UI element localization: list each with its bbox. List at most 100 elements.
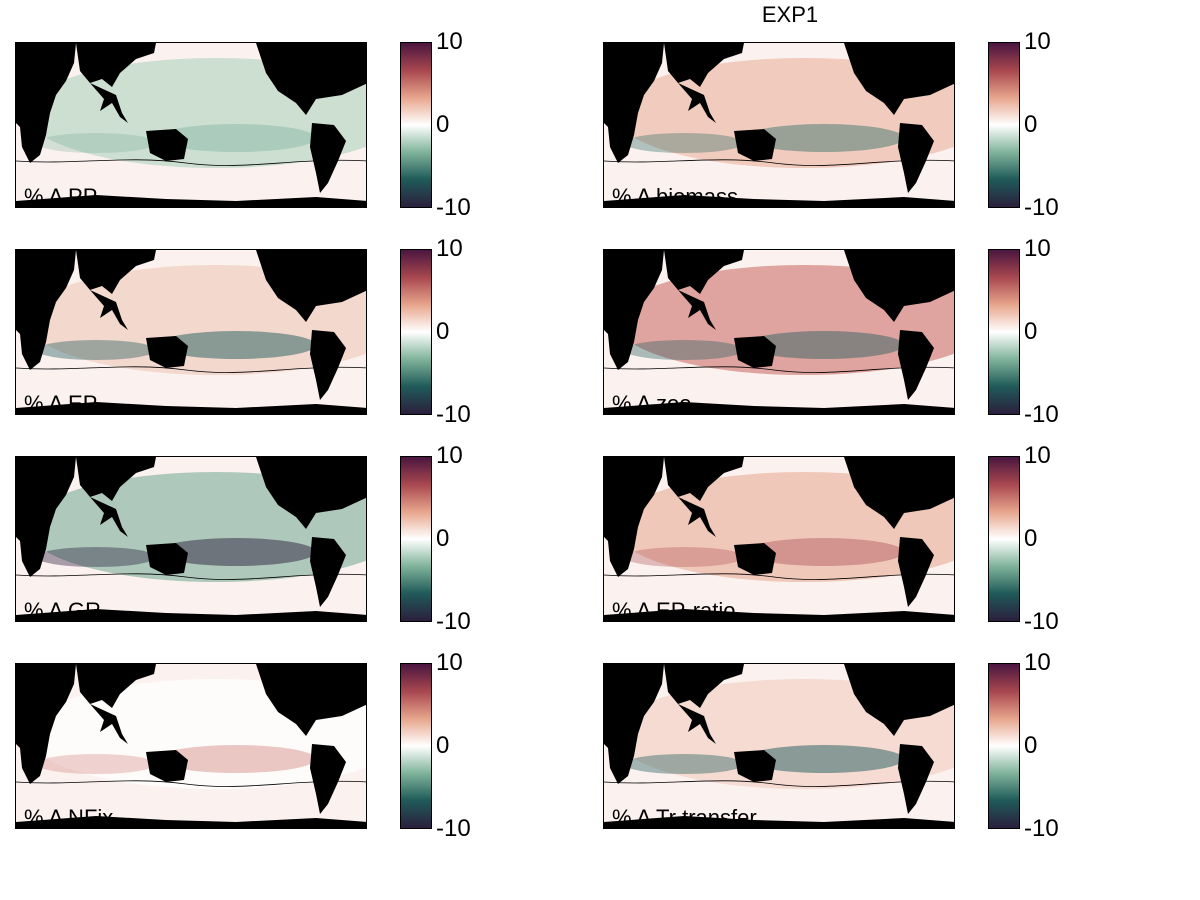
land-mask xyxy=(90,704,128,744)
heatmap-field xyxy=(604,664,954,828)
figure-title: EXP1 xyxy=(761,2,819,27)
land-mask xyxy=(844,457,954,529)
colorbar-tick-label: 10 xyxy=(1024,442,1051,469)
land-mask xyxy=(664,664,744,708)
field-band xyxy=(36,340,156,360)
panel-label: % Δ NFix xyxy=(24,805,114,829)
land-mask xyxy=(604,402,954,414)
contour-line xyxy=(604,159,954,166)
colorbar-tick-label: 10 xyxy=(436,649,463,676)
colorbar xyxy=(400,42,432,208)
colorbar-tick-label: -10 xyxy=(436,608,471,635)
panel-label: % Δ PP xyxy=(24,184,98,208)
heatmap-field xyxy=(16,457,366,621)
colorbar-gradient xyxy=(401,664,431,828)
land-mask xyxy=(16,609,366,621)
land-mask xyxy=(16,664,76,784)
land-mask xyxy=(898,537,934,607)
land-mask xyxy=(90,290,128,330)
colorbar xyxy=(400,249,432,415)
land-mask xyxy=(664,43,744,87)
colorbar-tick-label: 0 xyxy=(436,525,450,552)
colorbar-gradient xyxy=(989,250,1019,414)
contour-line xyxy=(604,366,954,373)
land-mask xyxy=(604,250,664,370)
colorbar-tick-label: -10 xyxy=(436,401,471,428)
land-mask xyxy=(734,750,776,782)
colorbar-tick-label: 10 xyxy=(1024,235,1051,262)
colorbar xyxy=(988,249,1020,415)
land-mask xyxy=(310,123,346,193)
panel-label: % Δ EP-ratio xyxy=(612,598,736,622)
contour-line xyxy=(16,573,366,580)
contour-line xyxy=(604,573,954,580)
field-band xyxy=(624,340,744,360)
land-mask xyxy=(678,704,716,744)
colorbar-tick-label: 10 xyxy=(1024,28,1051,55)
colorbar-tick-label: 0 xyxy=(1024,732,1038,759)
field-band xyxy=(624,133,744,153)
land-mask xyxy=(734,129,776,161)
land-mask xyxy=(16,402,366,414)
land-mask xyxy=(16,457,76,577)
field-band xyxy=(744,538,904,566)
colorbar-gradient xyxy=(401,43,431,207)
colorbar-tick-label: 10 xyxy=(1024,649,1051,676)
heatmap-field xyxy=(604,457,954,621)
land-mask xyxy=(146,750,188,782)
colorbar xyxy=(988,663,1020,829)
field-band xyxy=(36,754,156,774)
field-band xyxy=(36,547,156,567)
land-mask xyxy=(664,250,744,294)
map-panel: % Δ zoo xyxy=(603,249,955,415)
panel-label: % Δ GR xyxy=(24,598,102,622)
map-panel: % Δ PP xyxy=(15,42,367,208)
map-panel: % Δ Tr transfer xyxy=(603,663,955,829)
land-mask xyxy=(90,497,128,537)
field-band xyxy=(624,547,744,567)
land-mask xyxy=(844,43,954,115)
land-mask xyxy=(310,744,346,814)
land-mask xyxy=(604,816,954,828)
colorbar-tick-label: 10 xyxy=(436,235,463,262)
land-mask xyxy=(678,497,716,537)
land-mask xyxy=(256,664,366,736)
panel-label: % Δ biomass xyxy=(612,184,738,208)
contour-line xyxy=(16,366,366,373)
land-mask xyxy=(678,290,716,330)
land-mask xyxy=(76,250,156,294)
field-band xyxy=(744,331,904,359)
land-mask xyxy=(146,129,188,161)
colorbar-tick-label: -10 xyxy=(436,194,471,221)
land-mask xyxy=(604,457,664,577)
field-band xyxy=(744,124,904,152)
land-mask xyxy=(604,609,954,621)
land-mask xyxy=(604,664,664,784)
heatmap-field xyxy=(604,250,954,414)
colorbar-tick-label: -10 xyxy=(1024,401,1059,428)
colorbar-tick-label: -10 xyxy=(1024,194,1059,221)
field-band xyxy=(156,538,316,566)
field-band xyxy=(624,754,744,774)
land-mask xyxy=(16,43,76,163)
colorbar-tick-label: 10 xyxy=(436,28,463,55)
contour-line xyxy=(16,159,366,166)
colorbar-tick-label: 0 xyxy=(436,732,450,759)
land-mask xyxy=(844,250,954,322)
colorbar xyxy=(988,456,1020,622)
land-mask xyxy=(734,336,776,368)
land-mask xyxy=(90,83,128,123)
land-mask xyxy=(844,664,954,736)
land-mask xyxy=(898,744,934,814)
colorbar-gradient xyxy=(989,43,1019,207)
colorbar-tick-label: 0 xyxy=(436,111,450,138)
colorbar-gradient xyxy=(989,457,1019,621)
heatmap-field xyxy=(604,43,954,207)
colorbar-tick-label: -10 xyxy=(436,815,471,842)
land-mask xyxy=(256,250,366,322)
map-panel: % Δ NFix xyxy=(15,663,367,829)
land-mask xyxy=(146,543,188,575)
land-mask xyxy=(146,336,188,368)
panel-label: % Δ EP xyxy=(24,391,98,415)
colorbar-gradient xyxy=(401,250,431,414)
